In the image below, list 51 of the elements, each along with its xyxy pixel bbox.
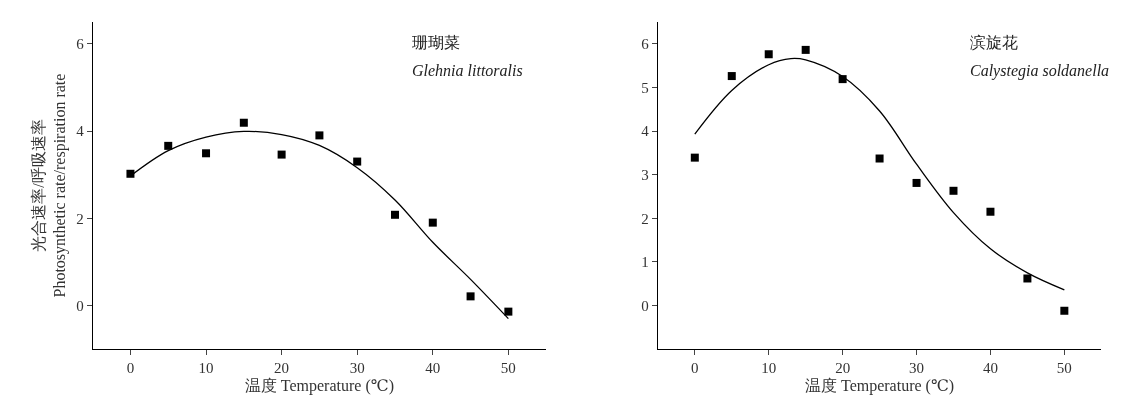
point	[764, 50, 773, 59]
point	[466, 292, 475, 301]
x-tick-label: 40	[425, 360, 441, 377]
y-tick-label: 0	[76, 297, 84, 314]
x-tick-label: 30	[349, 360, 365, 377]
point	[239, 118, 248, 127]
point	[126, 169, 135, 178]
x-axis-title: 温度 Temperature (℃)	[805, 376, 955, 395]
point	[949, 186, 958, 195]
x-tick-label: 10	[761, 360, 777, 377]
point	[315, 131, 324, 140]
annotation: 滨旋花	[970, 34, 1018, 51]
y-tick-label: 2	[76, 210, 84, 227]
y-tick-label: 3	[641, 166, 649, 183]
x-tick-label: 0	[691, 360, 699, 377]
point	[504, 307, 513, 316]
y-tick-label: 5	[641, 79, 649, 96]
x-tick-label: 50	[1056, 360, 1072, 377]
point	[912, 178, 921, 187]
point	[353, 157, 362, 166]
y-tick-label: 2	[641, 210, 649, 227]
y-tick-label: 6	[641, 36, 650, 53]
x-axis-title: 温度 Temperature (℃)	[244, 376, 394, 395]
y-tick-label: 4	[641, 123, 650, 140]
point	[875, 154, 884, 163]
point	[390, 210, 399, 219]
point	[727, 72, 736, 81]
annotation: Glehnia littoralis	[412, 62, 523, 79]
x-tick-label: 40	[982, 360, 998, 377]
point	[202, 149, 211, 158]
point	[690, 153, 699, 162]
x-tick-label: 30	[909, 360, 925, 377]
annotation: Calystegia soldanella	[970, 62, 1110, 80]
point	[164, 141, 173, 150]
annotation: 珊瑚菜	[412, 34, 460, 51]
point	[986, 207, 995, 216]
x-tick-label: 0	[126, 360, 135, 377]
point	[277, 150, 286, 159]
point	[1060, 306, 1069, 315]
y-axis-title: 光合速率/呼吸速率 Photosynthetic rate/respiration rate	[30, 73, 70, 298]
point	[1023, 274, 1032, 283]
x-tick-label: 20	[835, 360, 851, 377]
x-tick-label: 10	[198, 360, 214, 377]
point	[801, 45, 810, 54]
y-tick-label: 1	[641, 254, 649, 271]
x-tick-label: 20	[274, 360, 290, 377]
y-tick-label: 0	[641, 297, 649, 314]
y-tick-label: 6	[76, 36, 85, 53]
y-tick-label: 4	[76, 123, 85, 140]
point	[428, 218, 437, 227]
x-tick-label: 50	[500, 360, 516, 377]
